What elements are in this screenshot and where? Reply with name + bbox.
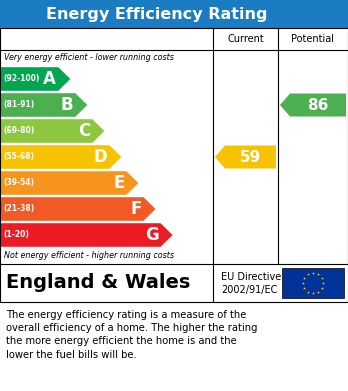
Text: (81-91): (81-91) — [3, 100, 34, 109]
Text: England & Wales: England & Wales — [6, 273, 190, 292]
Text: 86: 86 — [307, 97, 329, 113]
Polygon shape — [0, 67, 70, 91]
Text: (21-38): (21-38) — [3, 204, 34, 213]
Polygon shape — [280, 93, 346, 117]
Text: (92-100): (92-100) — [3, 75, 39, 84]
Polygon shape — [0, 93, 87, 117]
Polygon shape — [0, 171, 139, 195]
Polygon shape — [0, 223, 173, 247]
Text: 59: 59 — [240, 149, 261, 165]
Text: E: E — [113, 174, 125, 192]
Text: (1-20): (1-20) — [3, 231, 29, 240]
Text: A: A — [44, 70, 56, 88]
Text: (39-54): (39-54) — [3, 179, 34, 188]
Text: (55-68): (55-68) — [3, 152, 34, 161]
Text: The energy efficiency rating is a measure of the
overall efficiency of a home. T: The energy efficiency rating is a measur… — [6, 310, 258, 360]
Polygon shape — [0, 145, 121, 169]
Text: F: F — [130, 200, 142, 218]
Text: Very energy efficient - lower running costs: Very energy efficient - lower running co… — [4, 54, 174, 63]
Text: Current: Current — [227, 34, 264, 44]
Text: (69-80): (69-80) — [3, 127, 34, 136]
Text: Not energy efficient - higher running costs: Not energy efficient - higher running co… — [4, 251, 174, 260]
Text: C: C — [78, 122, 90, 140]
Bar — [282, 268, 344, 298]
Polygon shape — [215, 145, 276, 169]
Text: 2002/91/EC: 2002/91/EC — [221, 285, 277, 295]
Polygon shape — [0, 119, 104, 143]
Polygon shape — [0, 197, 156, 221]
Text: G: G — [145, 226, 159, 244]
Text: B: B — [61, 96, 73, 114]
Text: EU Directive: EU Directive — [221, 272, 281, 282]
Text: Energy Efficiency Rating: Energy Efficiency Rating — [46, 7, 267, 22]
Text: Potential: Potential — [292, 34, 334, 44]
Bar — [0, 0, 348, 28]
Text: D: D — [94, 148, 108, 166]
